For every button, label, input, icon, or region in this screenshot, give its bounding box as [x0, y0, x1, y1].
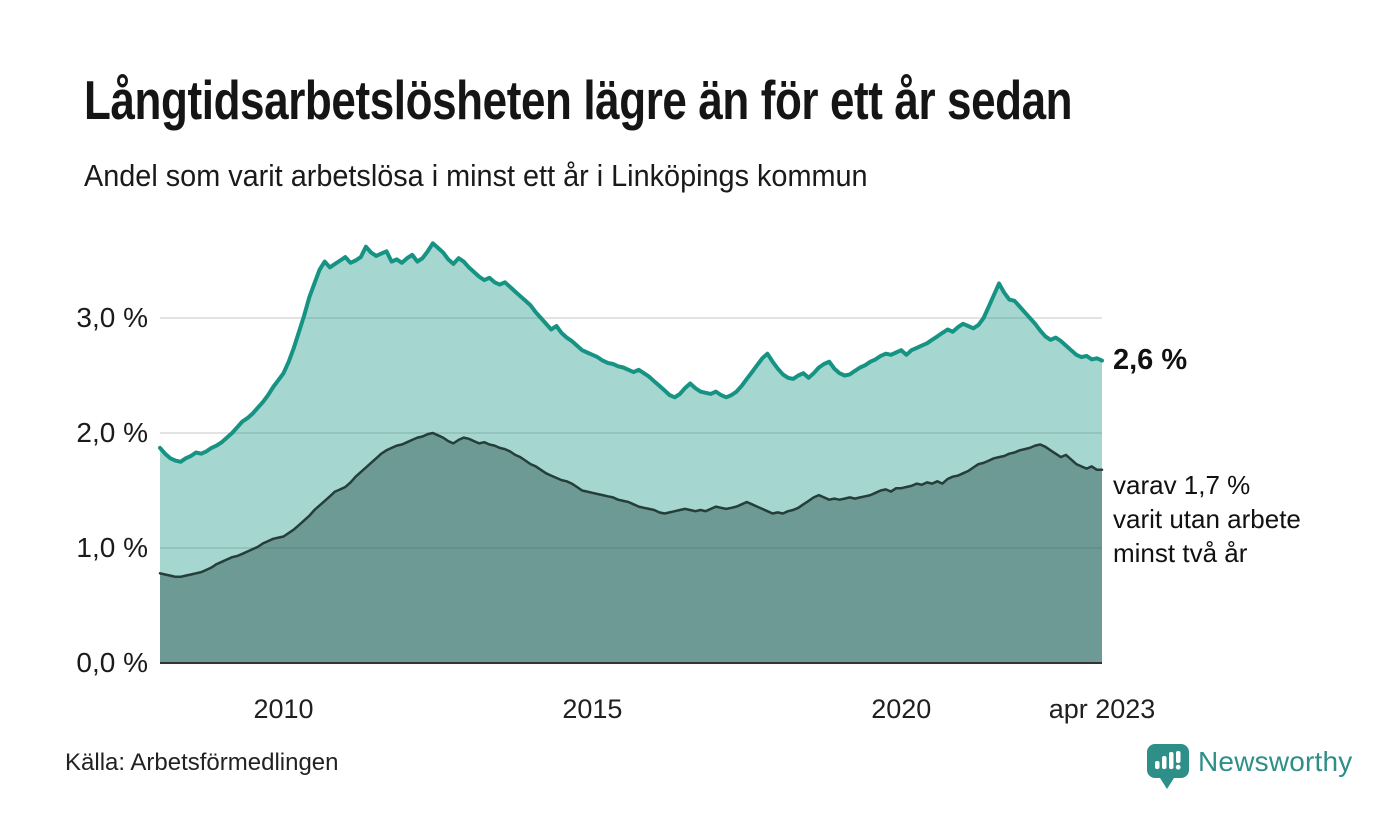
line-total: [158, 241, 1104, 464]
area-fill-sub: [160, 433, 1102, 663]
x-axis-tick-label: apr 2023: [1048, 694, 1156, 724]
annotation-line-2: varit utan arbete: [1113, 504, 1301, 534]
chart-title: Långtidsarbetslösheten lägre än för ett …: [84, 69, 1073, 131]
annotation-line-3: minst två år: [1113, 538, 1248, 568]
x-axis-tick-label: 2010: [253, 694, 314, 724]
x-axis-tick-label: 2020: [871, 694, 932, 724]
chart-subtitle: Andel som varit arbetslösa i minst ett å…: [84, 158, 868, 193]
newsworthy-logo: Newsworthy: [1147, 744, 1352, 792]
y-axis-tick-label: 0,0 %: [76, 647, 148, 678]
y-axis-tick-label: 1,0 %: [76, 532, 148, 563]
y-axis-tick-label: 3,0 %: [76, 302, 148, 333]
newsworthy-wordmark: Newsworthy: [1198, 746, 1353, 777]
end-value-annotation-sub: varav 1,7 % varit utan arbete minst två …: [1113, 468, 1301, 570]
y-axis-tick-label: 2,0 %: [76, 417, 148, 448]
area-fill-total: [160, 243, 1102, 664]
line-sub: [158, 431, 1104, 579]
x-axis-tick-label: 2015: [562, 694, 623, 724]
annotation-line-1: varav 1,7 %: [1113, 470, 1251, 500]
newsworthy-pin-barchart-icon: [1147, 744, 1189, 789]
gridlines: [160, 317, 1102, 549]
source-note: Källa: Arbetsförmedlingen: [65, 749, 339, 776]
end-value-label-total: 2,6 %: [1113, 344, 1188, 376]
